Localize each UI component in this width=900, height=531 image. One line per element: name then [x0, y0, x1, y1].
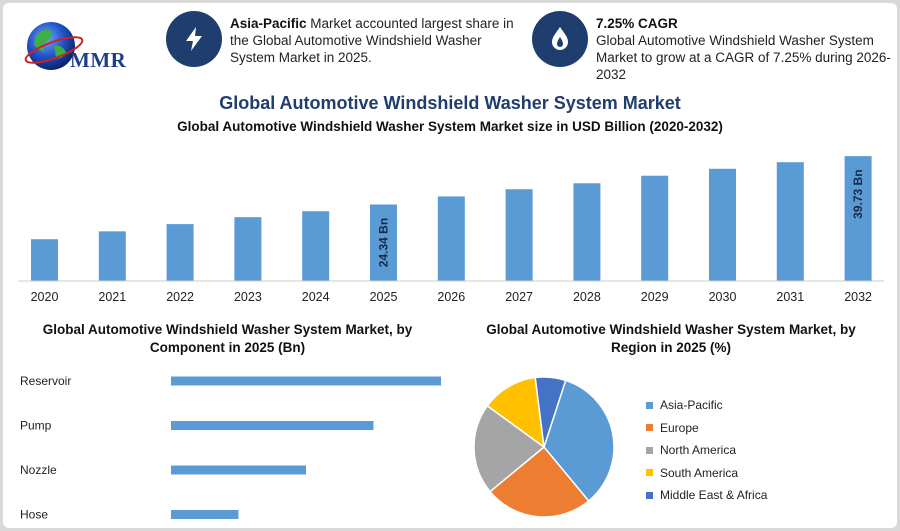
x-tick-2025: 2025: [370, 290, 398, 304]
x-tick-2031: 2031: [776, 290, 804, 304]
x-tick-2027: 2027: [505, 290, 533, 304]
legend-label: South America: [660, 465, 739, 480]
info-badge-left: [166, 11, 222, 67]
legend-item-middle-east-africa: Middle East & Africa: [646, 484, 846, 507]
lightning-icon: [186, 27, 202, 51]
component-chart-title: Global Automotive Windshield Washer Syst…: [42, 322, 413, 355]
legend-swatch: [646, 401, 653, 409]
info-left-text: Market accounted largest share in the Gl…: [230, 16, 514, 65]
info-badge-right: [532, 11, 588, 67]
legend-item-north-america: North America: [646, 439, 846, 462]
info-left-bold: Asia-Pacific: [230, 16, 307, 31]
pie-slice-asia-pacific: [543, 379, 615, 502]
bar-2024: [302, 211, 330, 281]
info-right-text: Global Automotive Windshield Washer Syst…: [596, 33, 891, 82]
bar-2025: [370, 204, 397, 281]
x-tick-2026: 2026: [437, 290, 465, 304]
chart-main-title: Global Automotive Windshield Washer Syst…: [219, 93, 681, 113]
mmr-logo: MMR: [18, 16, 138, 76]
market-size-bar-chart: 2020 2021 2022 2023 2024 2025 24.34 Bn 2026 2027…: [18, 156, 884, 304]
x-tick-2023: 2023: [234, 290, 262, 304]
component-bar-nozzle: [171, 465, 306, 475]
bar-2023: [234, 217, 262, 281]
bar-2026: [437, 196, 465, 281]
bar-2030: [709, 168, 736, 281]
component-bar-hose: [171, 510, 239, 519]
region-pie-chart: [473, 376, 615, 518]
bar-2028: [573, 183, 601, 281]
pie-slice-middle-east-africa: [534, 376, 567, 448]
data-label-2032: 39.73 Bn: [851, 169, 865, 218]
bar-2032: [844, 156, 872, 281]
x-tick-2028: 2028: [573, 290, 601, 304]
x-tick-2021: 2021: [98, 290, 126, 304]
component-label-hose: Hose: [20, 508, 48, 522]
legend-swatch: [646, 469, 653, 477]
pie-slice-south-america: [486, 376, 545, 449]
component-label-nozzle: Nozzle: [20, 463, 57, 477]
component-bar-pump: [171, 421, 374, 430]
legend-item-asia-pacific: Asia-Pacific: [646, 394, 846, 417]
legend-item-south-america: South America: [646, 462, 846, 485]
pie-slice-europe: [489, 445, 590, 518]
x-tick-2032: 2032: [844, 290, 872, 304]
bar-2021: [98, 231, 126, 281]
info-text-right: 7.25% CAGR Global Automotive Windshield …: [596, 15, 891, 83]
flame-drop-icon: [552, 27, 568, 50]
bar-2020: [31, 239, 58, 281]
legend-label: Europe: [660, 420, 699, 435]
component-label-pump: Pump: [20, 419, 52, 433]
info-text-left: Asia-Pacific Market accounted largest sh…: [230, 15, 525, 66]
legend-label: Asia-Pacific: [660, 398, 723, 413]
pie-legend: Asia-Pacific Europe North America South Ame…: [646, 394, 846, 507]
component-label-reservoir: Reservoir: [20, 374, 71, 388]
info-right-bold: 7.25% CAGR: [596, 16, 678, 31]
bar-2027: [505, 189, 533, 281]
component-bar-reservoir: [171, 376, 441, 386]
x-tick-2024: 2024: [302, 290, 330, 304]
pie-slice-north-america: [473, 404, 546, 493]
region-chart-title: Global Automotive Windshield Washer Syst…: [486, 322, 856, 355]
bar-2029: [641, 175, 669, 281]
data-label-2025: 24.34 Bn: [377, 218, 391, 267]
bar-2022: [166, 224, 194, 281]
bar-2031: [776, 162, 804, 281]
legend-swatch: [646, 424, 653, 432]
legend-label: North America: [660, 443, 737, 458]
chart-subtitle: Global Automotive Windshield Washer Syst…: [177, 119, 723, 134]
component-bar-chart: Reservoir Pump Nozzle Hose: [20, 374, 441, 522]
logo-text: MMR: [70, 48, 127, 72]
x-tick-2029: 2029: [641, 290, 669, 304]
x-tick-2020: 2020: [31, 290, 59, 304]
globe-icon: [24, 22, 84, 70]
legend-swatch: [646, 446, 653, 454]
legend-item-europe: Europe: [646, 417, 846, 440]
x-tick-2022: 2022: [166, 290, 194, 304]
legend-swatch: [646, 491, 653, 499]
x-tick-2030: 2030: [709, 290, 737, 304]
legend-label: Middle East & Africa: [660, 488, 768, 503]
